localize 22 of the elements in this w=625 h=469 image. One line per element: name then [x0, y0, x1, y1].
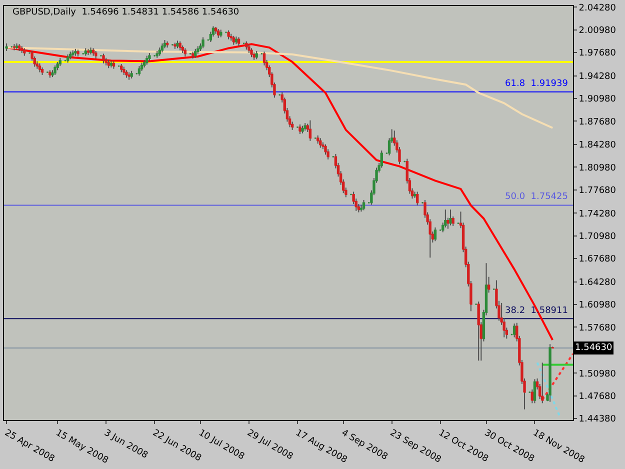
- y-tick-label: 1.84280: [578, 140, 616, 151]
- y-tick-label: 1.47680: [578, 392, 616, 402]
- y-tick-label: 1.90980: [578, 94, 616, 105]
- y-tick-label: 1.94280: [578, 72, 616, 82]
- y-tick-label: 1.70980: [578, 232, 616, 242]
- y-tick-label: 2.04280: [578, 3, 616, 14]
- y-tick-label: 1.64280: [578, 278, 616, 288]
- ref-line-label: 61.8 1.91939: [505, 79, 568, 89]
- y-tick-label: 1.97680: [578, 48, 616, 59]
- y-tick-label: 1.67680: [578, 254, 616, 265]
- y-tick-label: 1.50980: [578, 369, 616, 380]
- y-tick-label: 1.57680: [578, 323, 616, 334]
- y-tick-label: 2.00980: [578, 26, 616, 36]
- ref-line-label: 1.54630: [575, 343, 612, 353]
- y-tick-label: 1.77680: [578, 186, 616, 196]
- ref-line-label: 50.0 1.75425: [505, 192, 568, 202]
- y-tick-label: 1.60980: [578, 300, 616, 311]
- y-tick-label: 1.80980: [578, 163, 616, 174]
- chart-title: GBPUSD,Daily 1.54696 1.54831 1.54586 1.54630: [12, 7, 240, 18]
- y-tick-label: 1.74280: [578, 209, 616, 220]
- y-tick-label: 1.44380: [578, 414, 616, 425]
- y-tick-label: 1.87680: [578, 117, 616, 128]
